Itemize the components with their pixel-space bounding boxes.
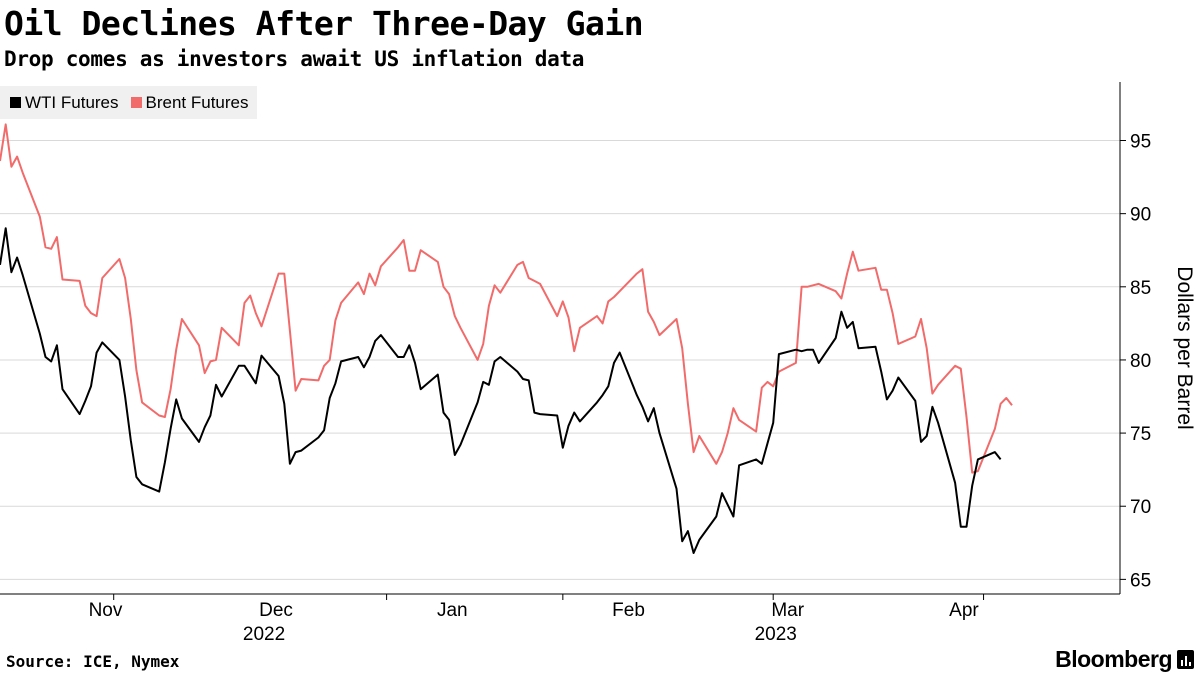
x-year-label: 2023 [755, 624, 797, 645]
grid-lines [0, 140, 1120, 580]
x-tick-label: Jan [437, 600, 468, 621]
y-tick-label: 65 [1130, 570, 1151, 591]
legend-swatch-brent [130, 97, 142, 108]
legend-label-wti: WTI Futures [25, 92, 119, 112]
legend-item-wti: WTI Futures [10, 93, 119, 113]
legend-label-brent: Brent Futures [145, 92, 249, 112]
brand-logo-text: Bloomberg [1055, 646, 1172, 672]
y-tick-label: 70 [1130, 497, 1151, 518]
chart-title: Oil Declines After Three-Day Gain [4, 4, 644, 43]
y-tick-label: 80 [1130, 351, 1151, 372]
y-axis-label: Dollars per Barrel [1173, 266, 1196, 429]
source-note: Source: ICE, Nymex [6, 652, 180, 671]
bloomberg-chart-icon [1177, 650, 1194, 669]
y-tick-label: 75 [1130, 424, 1151, 445]
y-tick-label: 95 [1130, 132, 1151, 153]
legend-swatch-wti [10, 97, 21, 108]
x-year-label: 2022 [243, 624, 285, 645]
x-tick-label: Nov [89, 600, 123, 621]
x-tick-label: Feb [612, 600, 645, 621]
x-tick-label: Dec [259, 600, 293, 621]
series-line-wti [0, 227, 1002, 554]
x-tick-label: Mar [771, 600, 804, 621]
x-tick-label: Apr [949, 600, 979, 621]
legend-item-brent: Brent Futures [130, 92, 249, 113]
legend: WTI Futures Brent Futures [0, 86, 257, 119]
series-line-brent [0, 123, 1013, 474]
y-tick-label: 85 [1130, 278, 1151, 299]
chart-subtitle: Drop comes as investors await US inflati… [4, 47, 585, 71]
y-tick-label: 90 [1130, 205, 1151, 226]
series-lines [0, 123, 1013, 554]
axes: 65 70 75 80 85 90 95 Nov Dec 2022 Jan Feb Mar 2023 Apr [0, 82, 1151, 645]
